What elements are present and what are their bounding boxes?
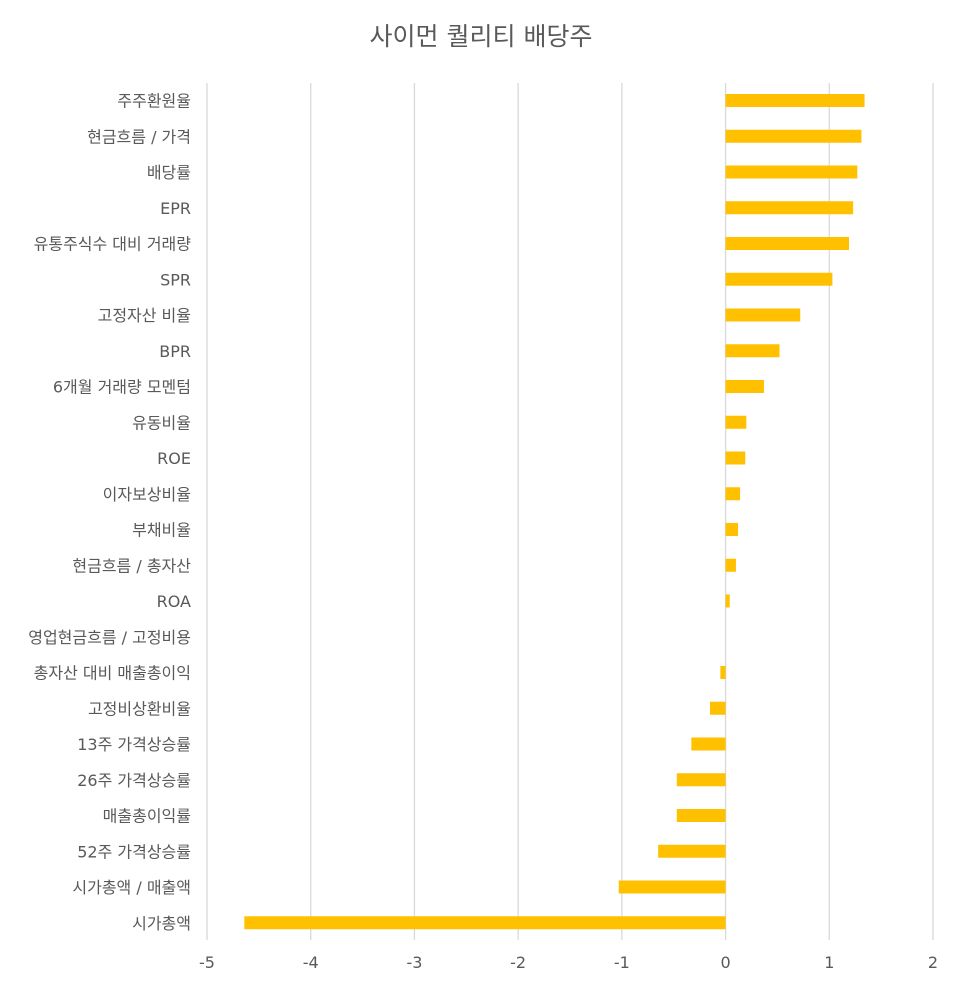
category-label: SPR (160, 270, 191, 289)
category-label: 26주 가격상승률 (77, 771, 191, 790)
bar (691, 737, 726, 751)
x-tick-label: 2 (928, 953, 938, 972)
bar (676, 809, 726, 822)
bar (725, 165, 858, 179)
category-label: ROE (157, 449, 191, 468)
category-label: 현금흐름 / 총자산 (72, 556, 191, 575)
category-label: 고정비상환비율 (88, 699, 191, 718)
x-tick-label: 0 (720, 953, 730, 972)
gridlines (206, 83, 934, 940)
category-label: 이자보상비율 (103, 485, 191, 504)
category-label: 고정자산 비율 (98, 306, 191, 325)
bar (725, 451, 746, 465)
category-label: 6개월 거래량 모멘텀 (53, 378, 191, 397)
x-tick-label: 1 (824, 953, 834, 972)
bar (720, 666, 726, 679)
bar (658, 844, 726, 858)
category-label: 배당률 (147, 163, 191, 182)
category-label: 주주환원율 (117, 92, 191, 111)
bar (725, 237, 849, 250)
bar (725, 272, 833, 286)
x-tick-label: -1 (614, 953, 630, 972)
bar (725, 380, 764, 393)
category-label: 유동비율 (132, 413, 191, 432)
bar (618, 880, 726, 894)
category-label: 총자산 대비 매출총이익 (34, 664, 191, 683)
bar (725, 344, 780, 358)
category-label: 시가총액 / 매출액 (72, 878, 191, 897)
x-tick-labels: -5 -4 -3 -2 -1 0 1 2 (199, 953, 938, 972)
bar (244, 916, 726, 930)
bar (725, 594, 730, 608)
x-tick-label: -5 (199, 953, 215, 972)
category-label: ROA (157, 592, 191, 611)
category-label: 부채비율 (132, 521, 191, 540)
category-label: 52주 가격상승률 (77, 842, 191, 861)
bar (676, 773, 726, 787)
x-tick-label: -3 (406, 953, 422, 972)
bar (725, 523, 739, 536)
category-label: EPR (160, 199, 191, 218)
chart-title: 사이먼 퀄리티 배당주 (370, 22, 593, 51)
bar (710, 701, 726, 715)
bar (725, 415, 747, 429)
x-tick-label: -2 (510, 953, 526, 972)
bar (725, 558, 736, 572)
category-label: 매출총이익률 (103, 807, 191, 826)
bars (244, 94, 865, 930)
x-tick-label: -4 (303, 953, 319, 972)
bar (725, 129, 862, 143)
category-label: 유통주식수 대비 거래량 (34, 235, 192, 254)
category-label: 영업현금흐름 / 고정비용 (28, 628, 191, 647)
bar (725, 201, 854, 215)
bar (725, 94, 865, 107)
category-label: 현금흐름 / 가격 (87, 127, 191, 146)
bar (725, 487, 741, 501)
category-label: BPR (159, 342, 191, 361)
category-label: 시가총액 (132, 914, 191, 933)
category-label: 13주 가격상승률 (77, 735, 191, 754)
bar (725, 308, 801, 322)
